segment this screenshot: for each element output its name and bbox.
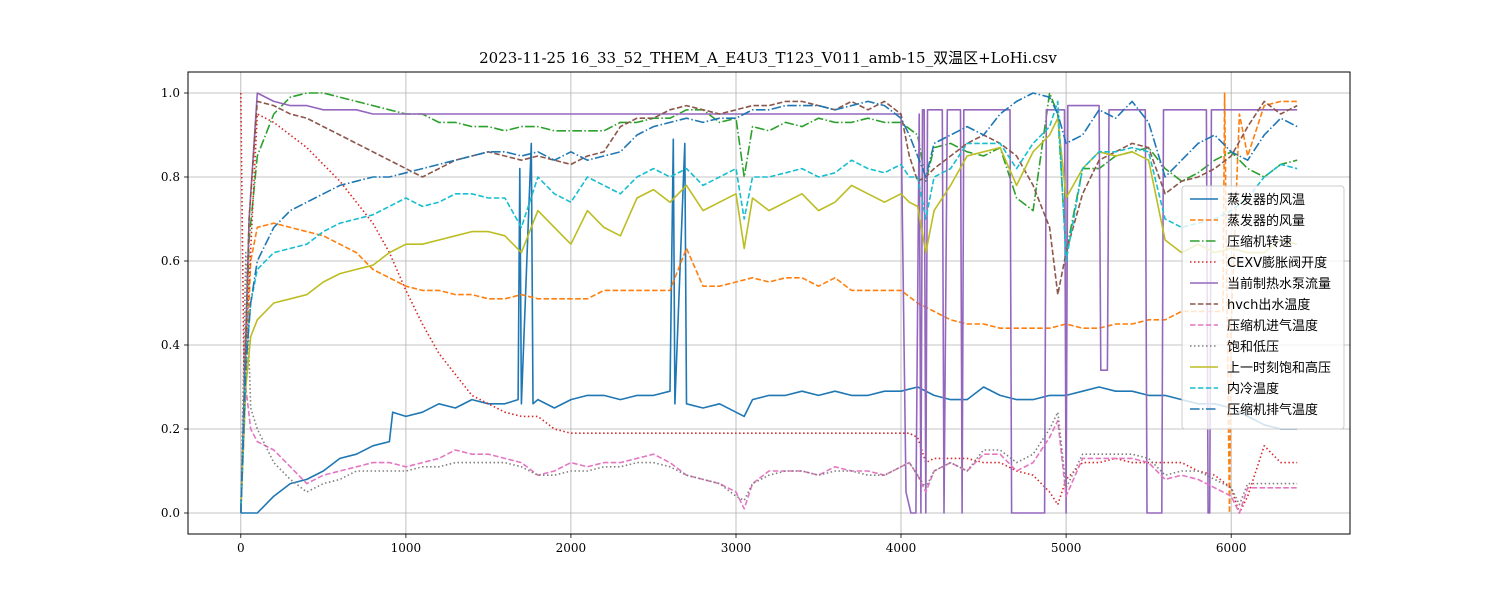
series-line-5 bbox=[240, 92, 1298, 514]
legend-box bbox=[1181, 185, 1345, 430]
x-tick-label: 3000 bbox=[721, 541, 752, 555]
series-line-3 bbox=[240, 92, 1298, 514]
y-tick-label: 0.6 bbox=[161, 254, 180, 268]
x-tick-label: 2000 bbox=[556, 541, 587, 555]
y-tick-label: 0.4 bbox=[161, 338, 180, 352]
x-tick-label: 5000 bbox=[1051, 541, 1082, 555]
axis-ticks: 0 1000 2000 3000 4000 5000 6000 0.0 0.2 0.4 0.6 0.8… bbox=[161, 86, 1247, 555]
legend-label: 压缩机进气温度 bbox=[1227, 318, 1318, 334]
series-line-9 bbox=[240, 117, 1298, 514]
legend-label: 蒸发器的风温 bbox=[1227, 192, 1305, 208]
y-tick-label: 0.2 bbox=[161, 422, 180, 436]
legend-label: 饱和低压 bbox=[1227, 340, 1279, 355]
chart-title: 2023-11-25 16_33_52_THEM_A_E4U3_T123_V01… bbox=[479, 49, 1057, 67]
legend-label: 蒸发器的风量 bbox=[1227, 213, 1305, 229]
series-line-7 bbox=[240, 386, 1298, 514]
series-line-10 bbox=[240, 100, 1298, 514]
legend-label: CEXV膨胀阀开度 bbox=[1227, 255, 1327, 271]
series-line-8 bbox=[240, 251, 1298, 514]
legend-label: 内冷温度 bbox=[1227, 381, 1279, 397]
plot-frame bbox=[187, 71, 1351, 535]
x-tick-label: 4000 bbox=[886, 541, 917, 555]
x-tick-label: 1000 bbox=[391, 541, 422, 555]
y-tick-label: 0.8 bbox=[161, 170, 180, 184]
legend-label: 压缩机转速 bbox=[1227, 234, 1292, 250]
y-tick-label: 1.0 bbox=[161, 86, 180, 100]
series-line-2 bbox=[240, 92, 1298, 514]
grid bbox=[188, 72, 1350, 534]
series-lines bbox=[240, 92, 1298, 514]
legend-label: hvch出水温度 bbox=[1227, 297, 1310, 313]
series-line-11 bbox=[240, 92, 1298, 514]
series-line-4 bbox=[240, 92, 1298, 514]
y-tick-label: 0.0 bbox=[161, 506, 180, 520]
legend-label: 上一时刻饱和高压 bbox=[1227, 360, 1331, 376]
x-tick-label: 6000 bbox=[1216, 541, 1247, 555]
legend-label: 压缩机排气温度 bbox=[1227, 402, 1318, 418]
series-line-1 bbox=[240, 138, 1298, 514]
x-tick-label: 0 bbox=[237, 541, 245, 555]
legend-label: 当前制热水泵流量 bbox=[1227, 276, 1331, 292]
